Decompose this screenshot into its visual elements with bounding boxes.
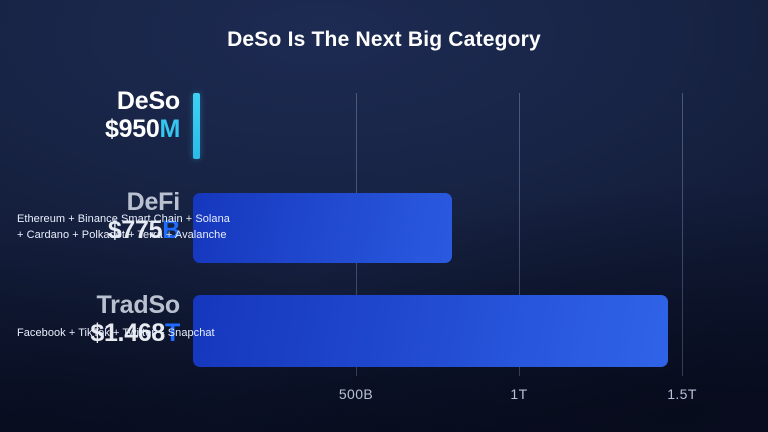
gridline-1-5t [682,93,683,376]
row-unit-tradso: T [165,318,180,347]
gridline-1t [519,93,520,376]
row-amount-tradso: $1.468 [90,318,166,347]
bar-text-tradso: Facebook + TikTok + Twitter + Snapchat [17,326,317,342]
row-value-deso: $950M [0,115,180,143]
bar-text-tradso-line1: Facebook + TikTok + Twitter + Snapchat [17,327,215,339]
bar-tradso [193,295,668,367]
tick-label-1-5t: 1.5T [667,386,697,402]
row-amount-defi: $775 [107,215,163,244]
row-value-tradso: $1.468T [0,319,180,347]
bar-deso [193,93,200,159]
page-title: DeSo Is The Next Big Category [227,28,541,51]
row-value-defi: $775B [0,216,180,244]
tick-label-500b: 500B [338,386,374,402]
row-name-deso: DeSo [116,87,180,115]
row-label-deso: DeSo $950M [0,88,180,143]
row-amount-deso: $950 [105,114,160,143]
bar-defi [193,193,452,263]
bar-text-defi-line2: + Cardano + Polkadot + Terra + Avalanche [17,228,227,241]
tick-label-1t: 1T [510,386,528,402]
row-name-tradso: TradSo [96,291,180,319]
row-label-defi: DeFi $775B [0,189,180,244]
row-label-tradso: TradSo $1.468T [0,292,180,347]
row-unit-defi: B [162,215,180,244]
bar-text-defi: Ethereum + Binance Smart Chain + Solana … [17,212,277,244]
row-name-defi: DeFi [126,188,181,216]
row-unit-deso: M [159,114,180,143]
bar-text-defi-line1: Ethereum + Binance Smart Chain + Solana [17,213,230,225]
